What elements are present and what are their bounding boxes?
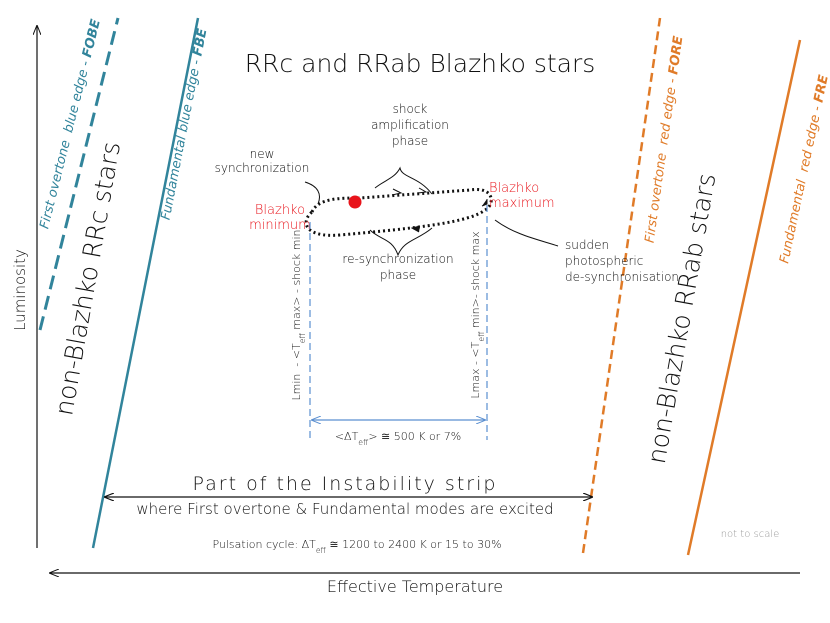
- text: Pulsation cycle: ΔT: [212, 538, 316, 551]
- desync-label: sudden photospheric de-synchronisation: [565, 238, 679, 284]
- line: photospheric: [565, 254, 643, 268]
- edge-abbr: FORE: [666, 35, 686, 76]
- fore-label: First overtone red edge -FORE: [643, 35, 687, 244]
- text: Lmax - <T: [469, 341, 482, 398]
- lmin-label: Lmin - <Teff max> - shock min: [290, 229, 307, 400]
- text: Lmin - <T: [290, 343, 303, 401]
- blazhko-max-label: Blazhko maximum: [489, 181, 555, 211]
- resync-label: re-synchronization phase: [342, 252, 453, 282]
- subscript: eff: [298, 333, 307, 344]
- line: amplification: [371, 118, 449, 132]
- line: synchronization: [215, 161, 310, 175]
- pulsation-cycle: Pulsation cycle: ΔTeff ≅ 1200 to 2400 K …: [212, 538, 501, 555]
- edge-text: Fundamental blue edge -: [159, 58, 205, 221]
- loop-arrow: [391, 188, 403, 196]
- text: <ΔT: [335, 430, 359, 443]
- subscript: eff: [477, 331, 486, 342]
- edge-abbr: FBE: [190, 27, 210, 57]
- loop-arrow: [481, 199, 488, 207]
- line: sudden: [565, 238, 609, 252]
- line: Blazhko: [255, 203, 305, 218]
- line: maximum: [489, 196, 555, 211]
- line: minimum: [249, 218, 311, 233]
- text: min>- shock max: [469, 231, 482, 331]
- text: max> - shock min: [290, 229, 303, 333]
- line: de-synchronisation: [565, 270, 679, 284]
- strip-title: Part of the Instability strip: [193, 473, 498, 495]
- fobe-line: [38, 17, 120, 331]
- fre-label: Fundamental red edge -FRE: [777, 74, 830, 265]
- strip-subtitle: where First overtone & Fundamental modes…: [136, 500, 553, 518]
- pointer: [494, 219, 559, 247]
- edge-abbr: FRE: [811, 74, 830, 104]
- line: phase: [380, 268, 416, 282]
- title: RRc and RRab Blazhko stars: [245, 49, 596, 78]
- edge-abbr: FOBE: [80, 18, 104, 59]
- text: > ≅ 500 K or 7%: [368, 430, 461, 443]
- x-axis-label: Effective Temperature: [327, 577, 503, 596]
- fore-line: [581, 17, 662, 554]
- line: phase: [392, 134, 428, 148]
- line: shock: [393, 102, 428, 116]
- bracket: [369, 227, 433, 257]
- fbe-label: Fundamental blue edge -FBE: [159, 27, 211, 221]
- star-marker: [348, 195, 362, 209]
- loop-arrow: [417, 187, 428, 194]
- note: not to scale: [721, 529, 780, 540]
- subscript: eff: [316, 546, 327, 555]
- fbe-line: [91, 17, 200, 549]
- text: ≅ 1200 to 2400 K or 15 to 30%: [326, 538, 502, 551]
- shock-amp-label: shock amplification phase: [371, 102, 449, 148]
- fre-line: [686, 39, 802, 556]
- subscript: eff: [358, 438, 369, 447]
- bracket: [374, 166, 433, 195]
- pointer: [304, 181, 320, 205]
- y-axis-label: Luminosity: [11, 249, 29, 331]
- edge-text: Fundamental red edge -: [777, 104, 825, 264]
- line: re-synchronization: [342, 252, 453, 266]
- loop-arrow: [410, 225, 421, 233]
- blazhko-min-label: Blazhko minimum: [249, 203, 311, 233]
- blazhko-loop: [304, 188, 493, 237]
- line: new: [250, 147, 275, 161]
- delta-teff-label: <ΔTeff> ≅ 500 K or 7%: [335, 430, 461, 447]
- line: Blazhko: [489, 181, 539, 196]
- new-sync-label: new synchronization: [215, 147, 310, 175]
- lmax-label: Lmax - <Teff min>- shock max: [469, 231, 486, 398]
